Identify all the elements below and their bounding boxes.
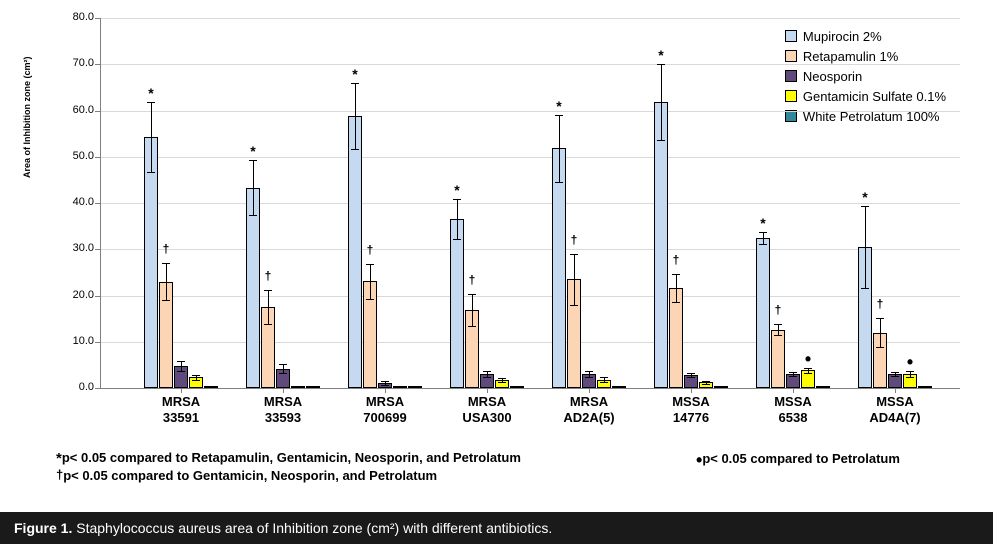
significance-marker: † xyxy=(163,243,170,255)
bar xyxy=(144,137,158,388)
x-category-label: MSSA AD4A(7) xyxy=(869,388,920,427)
y-tick-label: 30.0 xyxy=(60,242,94,254)
significance-marker: * xyxy=(556,99,561,113)
y-tick-label: 40.0 xyxy=(60,196,94,208)
x-category-label: MRSA 33591 xyxy=(162,388,200,427)
bar xyxy=(654,102,668,388)
bar xyxy=(756,238,770,388)
figure-caption: Figure 1. Staphylococcus aureus area of … xyxy=(0,512,993,544)
x-category-label: MRSA USA300 xyxy=(462,388,511,427)
bar xyxy=(348,116,362,388)
bar xyxy=(714,386,728,388)
significance-marker: * xyxy=(760,216,765,230)
y-axis-title: Area of Inhibition zone (cm²) xyxy=(22,57,32,179)
gridline xyxy=(100,111,960,112)
bar xyxy=(306,386,320,388)
bar xyxy=(510,386,524,388)
bar xyxy=(816,386,830,388)
bar xyxy=(669,288,683,388)
chart: Area of Inhibition zone (cm²) Mupirocin … xyxy=(20,8,973,438)
legend-swatch xyxy=(785,50,797,62)
legend-label: Mupirocin 2% xyxy=(803,29,882,44)
bar xyxy=(918,386,932,388)
legend-label: Gentamicin Sulfate 0.1% xyxy=(803,89,946,104)
legend-item: Mupirocin 2% xyxy=(785,26,946,46)
x-category-label: MRSA 700699 xyxy=(363,388,406,427)
legend-item: Retapamulin 1% xyxy=(785,46,946,66)
gridline xyxy=(100,203,960,204)
legend-item: Neosporin xyxy=(785,66,946,86)
y-tick-label: 10.0 xyxy=(60,335,94,347)
significance-marker: * xyxy=(454,183,459,197)
gridline xyxy=(100,296,960,297)
legend-swatch xyxy=(785,110,797,122)
bar xyxy=(204,386,218,388)
significance-marker: * xyxy=(352,67,357,81)
footnote-dagger: †p< 0.05 compared to Gentamicin, Neospor… xyxy=(56,467,676,483)
legend-label: Neosporin xyxy=(803,69,862,84)
caption-label: Figure 1. xyxy=(14,520,72,536)
legend-item: Gentamicin Sulfate 0.1% xyxy=(785,86,946,106)
x-category-label: MRSA 33593 xyxy=(264,388,302,427)
significance-marker: * xyxy=(250,144,255,158)
bar xyxy=(771,330,785,388)
x-category-label: MRSA AD2A(5) xyxy=(563,388,614,427)
bar xyxy=(246,188,260,388)
bar xyxy=(393,386,407,388)
significance-marker: † xyxy=(469,274,476,286)
significance-marker: † xyxy=(673,254,680,266)
significance-marker: † xyxy=(571,234,578,246)
y-tick-label: 50.0 xyxy=(60,150,94,162)
significance-marker: • xyxy=(907,353,913,371)
caption-text: Staphylococcus aureus area of Inhibition… xyxy=(72,520,552,536)
legend-item: White Petrolatum 100% xyxy=(785,106,946,126)
gridline xyxy=(100,64,960,65)
significance-marker: * xyxy=(658,48,663,62)
x-category-label: MSSA 6538 xyxy=(774,388,812,427)
bar xyxy=(552,148,566,388)
footnote-star: *p< 0.05 compared to Retapamulin, Gentam… xyxy=(56,450,676,467)
significance-marker: • xyxy=(805,350,811,368)
significance-marker: † xyxy=(877,298,884,310)
legend-swatch xyxy=(785,30,797,42)
bar xyxy=(450,219,464,388)
footnote-bullet: •p< 0.05 compared to Petrolatum xyxy=(696,450,900,471)
legend-label: Retapamulin 1% xyxy=(803,49,898,64)
bar xyxy=(291,386,305,388)
bar xyxy=(408,386,422,388)
significance-marker: † xyxy=(367,244,374,256)
gridline xyxy=(100,342,960,343)
y-tick-label: 80.0 xyxy=(60,11,94,23)
legend-swatch xyxy=(785,70,797,82)
bar xyxy=(612,386,626,388)
gridline xyxy=(100,249,960,250)
x-category-label: MSSA 14776 xyxy=(672,388,710,427)
footnotes: *p< 0.05 compared to Retapamulin, Gentam… xyxy=(56,450,956,483)
gridline xyxy=(100,18,960,19)
significance-marker: † xyxy=(265,270,272,282)
y-tick-label: 0.0 xyxy=(60,381,94,393)
significance-marker: * xyxy=(148,86,153,100)
y-tick-label: 20.0 xyxy=(60,289,94,301)
plot-area: Mupirocin 2% Retapamulin 1% Neosporin Genta… xyxy=(100,18,960,388)
gridline xyxy=(100,157,960,158)
significance-marker: * xyxy=(862,190,867,204)
page: Area of Inhibition zone (cm²) Mupirocin … xyxy=(0,0,993,544)
significance-marker: † xyxy=(775,304,782,316)
y-tick-label: 70.0 xyxy=(60,57,94,69)
legend-swatch xyxy=(785,90,797,102)
legend: Mupirocin 2% Retapamulin 1% Neosporin Genta… xyxy=(779,22,954,130)
y-tick-label: 60.0 xyxy=(60,104,94,116)
